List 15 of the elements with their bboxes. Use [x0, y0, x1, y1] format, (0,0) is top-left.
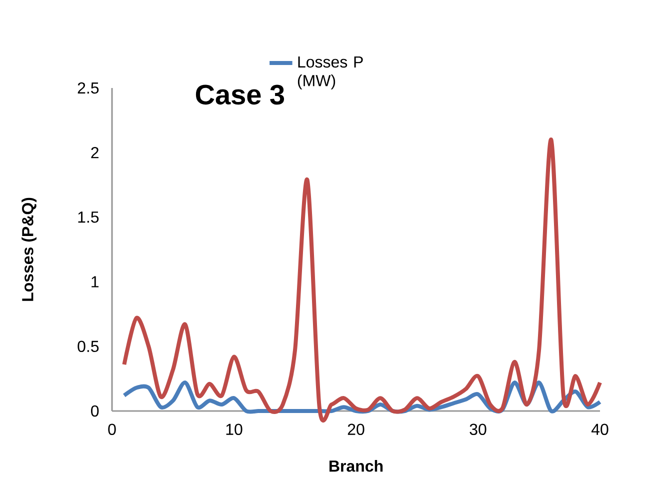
- x-axis-title: Branch: [330, 460, 383, 472]
- x-tick-label: 10: [226, 424, 242, 436]
- chart-title: Case 3: [196, 84, 284, 105]
- y-tick-label: 1: [92, 276, 99, 288]
- y-tick-label: 1.5: [78, 212, 99, 223]
- x-tick-label: 40: [591, 424, 608, 436]
- legend-label: Losses P (MW): [298, 56, 363, 90]
- y-axis-title: Losses (P&Q): [22, 198, 37, 301]
- x-tick-label: 0: [108, 424, 116, 436]
- y-tick-label: 0: [91, 405, 99, 417]
- y-tick-label: 2: [91, 147, 98, 158]
- y-tick-label: 0.5: [78, 340, 99, 352]
- x-tick-label: 20: [348, 424, 364, 436]
- y-tick-label: 2.5: [78, 82, 99, 94]
- x-tick-label: 30: [470, 424, 486, 436]
